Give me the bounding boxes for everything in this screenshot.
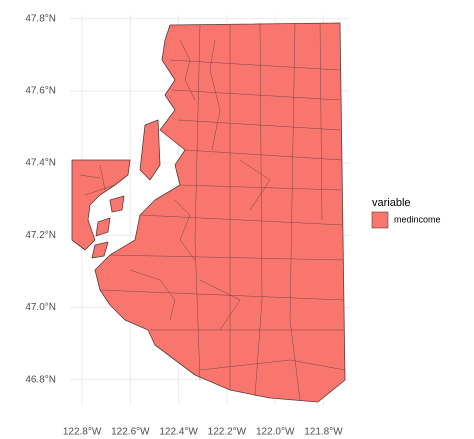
island-shape xyxy=(91,241,109,259)
y-tick-label: 47.0°N xyxy=(25,302,56,313)
tract-lines xyxy=(79,22,346,401)
island-shape xyxy=(95,217,111,237)
tract-line xyxy=(79,164,116,196)
y-tick-label: 46.8°N xyxy=(25,374,56,385)
x-tick-label: 122.4°W xyxy=(159,427,198,438)
county-shape xyxy=(94,22,346,403)
x-tick-label: 122.6°W xyxy=(111,427,150,438)
map-regions xyxy=(71,22,346,403)
y-tick-label: 47.2°N xyxy=(25,230,56,241)
y-tick-label: 47.6°N xyxy=(25,85,56,96)
peninsula-shape xyxy=(71,159,131,251)
island-shape xyxy=(109,195,125,213)
x-tick-label: 122.2°W xyxy=(208,427,247,438)
tract-line xyxy=(194,22,323,401)
x-tick-label: 122.8°W xyxy=(63,427,102,438)
x-tick-label: 122.0°W xyxy=(256,427,295,438)
y-tick-label: 47.8°N xyxy=(25,13,56,24)
x-tick-label: 121.8°W xyxy=(304,427,343,438)
legend-title: variable xyxy=(372,197,411,209)
legend-label: medincome xyxy=(394,214,441,224)
y-tick-label: 47.4°N xyxy=(25,158,56,169)
tract-line xyxy=(129,39,271,331)
island-shape xyxy=(139,119,161,181)
legend-key xyxy=(371,211,389,229)
